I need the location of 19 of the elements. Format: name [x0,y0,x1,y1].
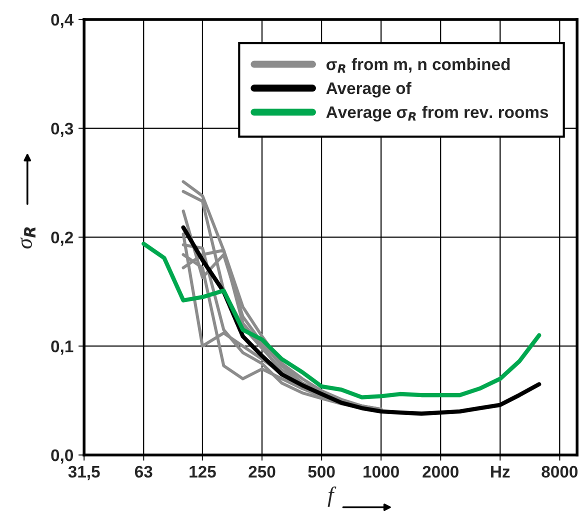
y-axis-title: σ$_{R}$ [20,227,36,248]
legend-label: Average σ$_{R}$ from rev. rooms [326,106,548,122]
legend-label: σ$_{R}$ from m, n combined [326,58,510,73]
x-tick-label: 8000 [542,466,578,478]
x-tick-label: 31,5 [68,466,100,480]
y-tick-label: 0,4 [51,14,74,28]
y-tick-label: 0,3 [51,122,74,137]
legend-label: Average of [326,82,412,98]
x-tick-label: 125 [190,466,216,478]
x-tick-label: Hz [491,466,510,478]
x-tick-label: 250 [248,466,276,478]
y-tick-label: 0,0 [51,449,73,464]
y-tick-label: 0,1 [51,340,74,355]
y-tick-label: 0,2 [51,232,74,246]
x-tick-label: 1000 [364,466,399,478]
x-tick-label: 500 [308,466,335,478]
x-axis-title: f [328,486,336,507]
x-tick-label: 2000 [422,466,458,478]
x-tick-label: 63 [134,466,152,478]
